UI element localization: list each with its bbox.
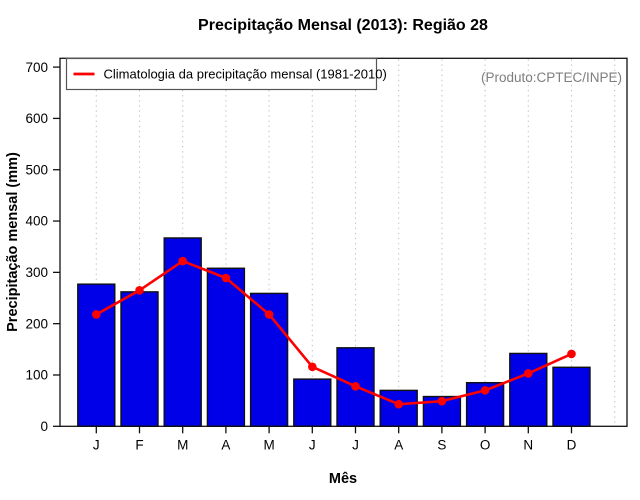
y-tick-label: 300 xyxy=(25,265,48,280)
x-tick-label: J xyxy=(309,437,316,452)
x-tick-label: J xyxy=(352,437,359,452)
bar-N xyxy=(509,352,548,428)
bar-J xyxy=(293,378,332,427)
y-tick-label: 200 xyxy=(25,316,48,331)
bar-A xyxy=(206,267,246,428)
climatology-line-series xyxy=(92,256,576,409)
x-tick-label: M xyxy=(263,437,274,452)
climatology-point xyxy=(308,362,317,372)
bar-D xyxy=(552,366,591,428)
climatology-point xyxy=(567,349,576,359)
x-tick-label: O xyxy=(480,437,491,452)
x-tick-label: M xyxy=(177,437,188,452)
climatology-point xyxy=(264,310,274,319)
x-tick-label: N xyxy=(523,437,533,452)
climatology-point xyxy=(480,386,490,395)
y-tick-label: 700 xyxy=(25,60,48,75)
y-axis-label: Precipitação mensal (mm) xyxy=(5,152,21,332)
legend-box xyxy=(65,57,378,91)
climatology-point xyxy=(394,399,404,409)
y-tick-label: 600 xyxy=(25,111,48,126)
legend-label: Climatologia da precipitação mensal (198… xyxy=(104,67,387,82)
x-tick-label: S xyxy=(437,437,446,452)
y-tick-label: 0 xyxy=(40,419,48,434)
bar-F xyxy=(120,291,159,428)
climatology-point xyxy=(135,286,144,295)
climatology-point xyxy=(437,396,447,406)
y-tick-label: 400 xyxy=(25,214,48,229)
y-tick-label: 100 xyxy=(25,368,48,383)
bar-series xyxy=(77,237,591,428)
x-tick-label: J xyxy=(93,437,100,452)
x-tick-label: A xyxy=(394,437,403,452)
climatology-point xyxy=(178,256,187,266)
climatology-point xyxy=(221,273,231,283)
climatology-point xyxy=(524,369,533,378)
y-tick-label: 500 xyxy=(25,162,48,177)
legend: Climatologia da precipitação mensal (198… xyxy=(65,57,387,91)
climatology-line xyxy=(95,259,573,406)
bar-J xyxy=(77,283,116,427)
climatology-point xyxy=(351,381,360,391)
x-tick-label: D xyxy=(567,437,577,452)
x-tick-label: A xyxy=(221,437,230,452)
chart-title: Precipitação Mensal (2013): Região 28 xyxy=(198,17,488,34)
x-tick-label: F xyxy=(135,437,143,452)
watermark-text: (Produto:CPTEC/INPE) xyxy=(481,70,622,85)
climatology-point xyxy=(92,310,101,319)
x-axis-label: Mês xyxy=(329,471,357,487)
